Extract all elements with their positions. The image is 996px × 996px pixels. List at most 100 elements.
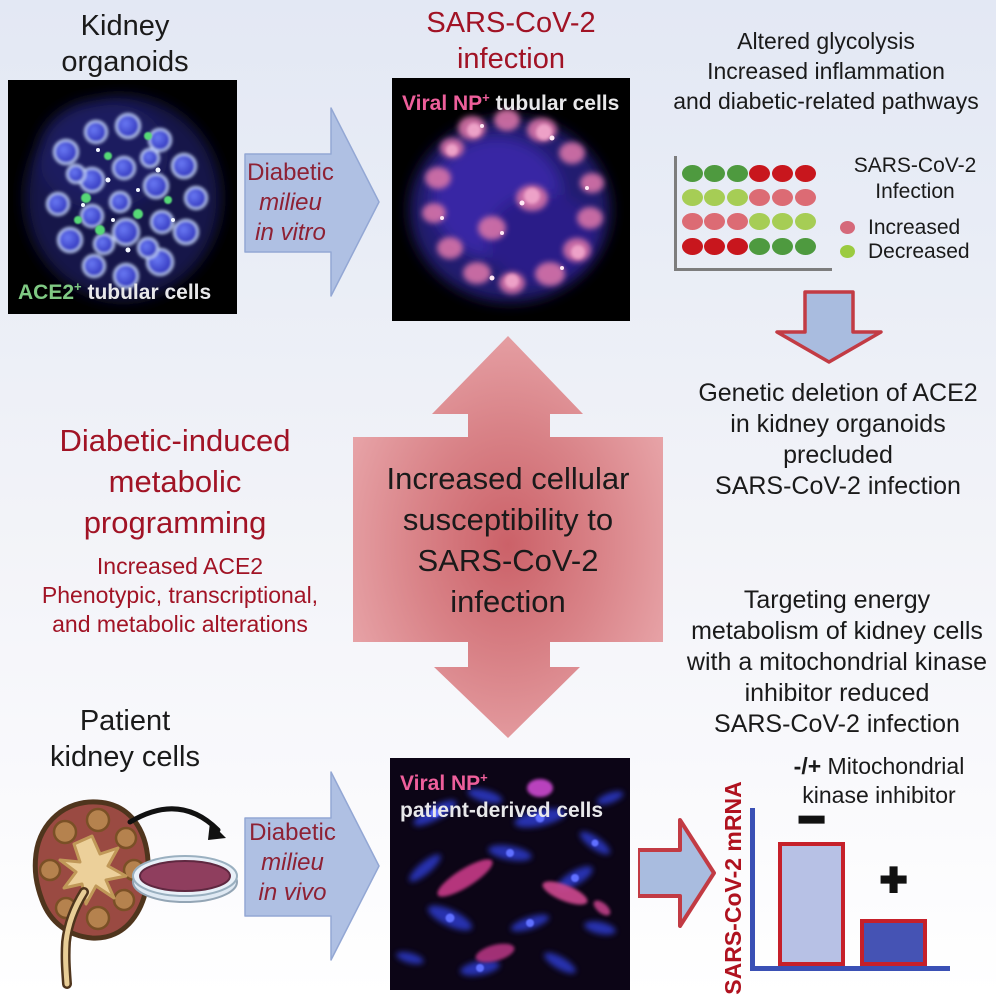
- matrix-dot: [704, 237, 726, 255]
- metabolic-programming-subtitle: Increased ACE2 Phenotypic, transcription…: [5, 552, 355, 639]
- subtitle-line: Increased ACE2: [96, 553, 264, 579]
- matrix-dot: [794, 164, 816, 182]
- arrow-text-line: Diabetic: [247, 159, 334, 186]
- bar-plot-area: [752, 810, 996, 968]
- matrix-dot: [704, 213, 726, 231]
- bar-chart-ylabel: SARS-CoV-2 mRNA: [720, 781, 746, 995]
- dot-plot-x-axis: [674, 268, 832, 271]
- result-arrow: [638, 818, 716, 928]
- matrix-dot: [749, 188, 771, 206]
- plus-label: +: [879, 853, 909, 905]
- text-line: inhibitor reduced: [744, 679, 930, 707]
- matrix-dot: [681, 213, 703, 231]
- in-vitro-arrow-text: Diabetic milieu in vitro: [243, 158, 338, 248]
- matrix-dot: [771, 164, 793, 182]
- right-arrow-in-vitro: [244, 107, 380, 297]
- text-line: SARS-CoV-2 infection: [715, 472, 961, 500]
- text-line: SARS-CoV-2 infection: [714, 710, 960, 738]
- marker-label: Viral NP: [402, 92, 483, 115]
- matrix-dot: [726, 188, 748, 206]
- legend-title-line: SARS-CoV-2: [853, 154, 977, 177]
- matrix-dot: [749, 237, 771, 255]
- label-rest: tubular cells: [81, 281, 212, 304]
- ureter: [63, 889, 87, 987]
- kidney-organoids-title: Kidney organoids: [10, 8, 240, 80]
- gene-label: ACE2: [18, 281, 75, 304]
- label-line2: patient-derived cells: [400, 799, 604, 822]
- text-line: Targeting energy: [743, 586, 931, 614]
- title-prefix: -/+: [793, 753, 822, 779]
- label-rest: tubular cells: [489, 92, 620, 115]
- title-line: organoids: [61, 46, 189, 78]
- kidney-illustration: [32, 799, 238, 989]
- title-line2: kinase inhibitor: [802, 782, 956, 808]
- text-line: Genetic deletion of ACE2: [698, 379, 978, 407]
- dot-legend-title: SARS-CoV-2 Infection: [835, 153, 995, 205]
- viral-np-tubular-label: Viral NP+ tubular cells: [402, 84, 619, 117]
- matrix-dot: [726, 164, 748, 182]
- infected-organoid-image: [392, 78, 630, 321]
- viral-np-patient-label: Viral NP+ patient-derived cells: [400, 764, 603, 824]
- bar-chart-y-axis: [750, 808, 755, 971]
- marker-label: Viral NP: [400, 772, 481, 795]
- targeting-energy-text: Targeting energy metabolism of kidney ce…: [676, 585, 996, 740]
- matrix-dot: [771, 213, 793, 231]
- ace2-tubular-cells-label: ACE2+ tubular cells: [18, 273, 211, 306]
- petri-dish: [132, 855, 238, 903]
- decreased-dot: [840, 245, 855, 258]
- text-line: susceptibility to: [402, 502, 614, 537]
- dot-plot-y-axis: [674, 156, 677, 271]
- bar-chart-x-axis: [752, 966, 950, 971]
- matrix-dot: [726, 237, 748, 255]
- bar-plus: [860, 919, 927, 966]
- title-line: SARS-CoV-2: [426, 7, 596, 39]
- minus-label: −: [797, 793, 827, 845]
- matrix-dot: [681, 164, 703, 182]
- metabolic-programming-title: Diabetic-induced metabolic programming: [10, 420, 340, 543]
- title-line: Kidney: [80, 10, 170, 42]
- in-vivo-arrow-text: Diabetic milieu in vivo: [245, 818, 340, 908]
- ace2-organoid-micrograph: ACE2+ tubular cells: [8, 80, 237, 314]
- down-arrow: [775, 290, 883, 364]
- patient-kidney-cells-title: Patient kidney cells: [0, 703, 250, 775]
- text-line: with a mitochondrial kinase: [686, 648, 988, 676]
- renal-pelvis: [58, 834, 128, 906]
- matrix-dot: [771, 237, 793, 255]
- heading-line: Increased inflammation: [707, 58, 945, 84]
- transfer-arrow: [127, 806, 221, 833]
- patient-cells-micrograph: Viral NP+ patient-derived cells: [390, 758, 630, 990]
- right-arrow-in-vivo: [244, 771, 380, 961]
- genetic-deletion-text: Genetic deletion of ACE2 in kidney organ…: [680, 378, 996, 502]
- matrix-dot: [681, 237, 703, 255]
- increased-dot: [840, 221, 855, 234]
- legend-title-line: Infection: [875, 180, 955, 203]
- text-line: in kidney organoids: [730, 410, 946, 438]
- text-line: precluded: [783, 441, 893, 469]
- matrix-dot: [704, 188, 726, 206]
- heading-line: and diabetic-related pathways: [673, 88, 979, 114]
- title-rest: Mitochondrial: [821, 753, 965, 779]
- arrow-text-line: in vivo: [258, 879, 327, 906]
- heading-line: Altered glycolysis: [737, 28, 915, 54]
- matrix-dot: [794, 237, 816, 255]
- transfer-arrowhead: [208, 822, 226, 840]
- title-line: programming: [83, 505, 267, 540]
- susceptibility-text: Increased cellular susceptibility to SAR…: [357, 458, 659, 622]
- text-line: metabolism of kidney cells: [691, 617, 983, 645]
- arrow-text-line: milieu: [259, 189, 322, 216]
- increased-label: Increased: [868, 216, 961, 239]
- sars-cov-2-infection-title: SARS-CoV-2 infection: [395, 5, 627, 77]
- matrix-dot: [681, 188, 703, 206]
- plus-sup: +: [480, 770, 488, 785]
- title-line: infection: [456, 43, 565, 75]
- arrow-text-line: Diabetic: [249, 819, 336, 846]
- bar-chart-title: -/+ Mitochondrial kinase inhibitor: [762, 752, 996, 810]
- title-line: Patient: [79, 705, 171, 737]
- bar-minus: [778, 842, 845, 966]
- text-line: SARS-CoV-2: [417, 543, 599, 578]
- title-line: metabolic: [108, 464, 242, 499]
- matrix-dot: [749, 213, 771, 231]
- title-line: Diabetic-induced: [59, 423, 291, 458]
- dot-matrix-grid: [676, 164, 836, 265]
